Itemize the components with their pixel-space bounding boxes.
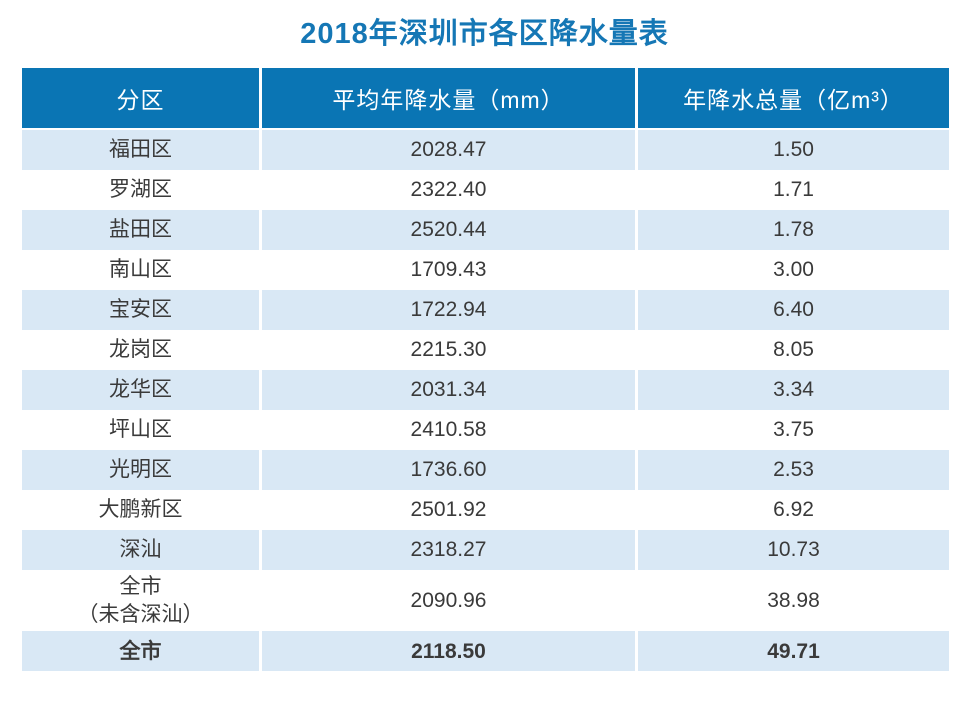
district-cell: 宝安区 — [22, 290, 259, 330]
avg-rainfall-cell: 2215.30 — [262, 330, 635, 370]
table-row: 深汕 2318.27 10.73 — [22, 530, 949, 570]
table-row: 坪山区 2410.58 3.75 — [22, 410, 949, 450]
table-row: 全市 2118.50 49.71 — [22, 631, 949, 672]
column-header-total-rainfall: 年降水总量（亿m³） — [638, 68, 949, 128]
avg-rainfall-cell: 2318.27 — [262, 530, 635, 570]
avg-rainfall-cell: 2322.40 — [262, 170, 635, 210]
district-cell: 坪山区 — [22, 410, 259, 450]
total-rainfall-cell: 1.71 — [638, 170, 949, 210]
table-body: 福田区 2028.47 1.50 罗湖区 2322.40 1.71 盐田区 2520.44 1.… — [22, 130, 949, 672]
total-rainfall-cell: 8.05 — [638, 330, 949, 370]
district-cell: 深汕 — [22, 530, 259, 570]
avg-rainfall-cell: 2520.44 — [262, 210, 635, 250]
table-row: 龙华区 2031.34 3.34 — [22, 370, 949, 410]
total-rainfall-cell: 6.40 — [638, 290, 949, 330]
avg-rainfall-cell: 1736.60 — [262, 450, 635, 490]
total-rainfall-cell: 6.92 — [638, 490, 949, 530]
avg-rainfall-cell: 2118.50 — [262, 631, 635, 672]
total-rainfall-cell: 1.78 — [638, 210, 949, 250]
table-row: 龙岗区 2215.30 8.05 — [22, 330, 949, 370]
total-rainfall-cell: 3.34 — [638, 370, 949, 410]
district-cell: 全市 （未含深汕） — [22, 570, 259, 632]
avg-rainfall-cell: 1722.94 — [262, 290, 635, 330]
table-row: 全市 （未含深汕） 2090.96 38.98 — [22, 570, 949, 632]
district-cell: 南山区 — [22, 250, 259, 290]
total-rainfall-cell: 10.73 — [638, 530, 949, 570]
table-row: 福田区 2028.47 1.50 — [22, 130, 949, 170]
total-rainfall-cell: 3.00 — [638, 250, 949, 290]
table-header-row: 分区 平均年降水量（mm） 年降水总量（亿m³） — [22, 68, 949, 128]
table-row: 南山区 1709.43 3.00 — [22, 250, 949, 290]
district-cell: 福田区 — [22, 130, 259, 170]
rainfall-table: 分区 平均年降水量（mm） 年降水总量（亿m³） 福田区 2028.47 1.50 罗… — [22, 68, 949, 672]
district-cell: 罗湖区 — [22, 170, 259, 210]
table-row: 宝安区 1722.94 6.40 — [22, 290, 949, 330]
avg-rainfall-cell: 2090.96 — [262, 570, 635, 632]
total-rainfall-cell: 2.53 — [638, 450, 949, 490]
district-cell: 龙华区 — [22, 370, 259, 410]
table-row: 罗湖区 2322.40 1.71 — [22, 170, 949, 210]
avg-rainfall-cell: 1709.43 — [262, 250, 635, 290]
total-rainfall-cell: 38.98 — [638, 570, 949, 632]
table-row: 大鹏新区 2501.92 6.92 — [22, 490, 949, 530]
avg-rainfall-cell: 2028.47 — [262, 130, 635, 170]
table-row: 光明区 1736.60 2.53 — [22, 450, 949, 490]
avg-rainfall-cell: 2031.34 — [262, 370, 635, 410]
avg-rainfall-cell: 2410.58 — [262, 410, 635, 450]
district-cell: 盐田区 — [22, 210, 259, 250]
page-title: 2018年深圳市各区降水量表 — [300, 18, 669, 50]
district-cell: 大鹏新区 — [22, 490, 259, 530]
district-cell: 光明区 — [22, 450, 259, 490]
total-rainfall-cell: 1.50 — [638, 130, 949, 170]
total-rainfall-cell: 3.75 — [638, 410, 949, 450]
column-header-district: 分区 — [22, 68, 259, 128]
column-header-avg-rainfall: 平均年降水量（mm） — [262, 68, 635, 128]
district-cell: 龙岗区 — [22, 330, 259, 370]
avg-rainfall-cell: 2501.92 — [262, 490, 635, 530]
table-row: 盐田区 2520.44 1.78 — [22, 210, 949, 250]
total-rainfall-cell: 49.71 — [638, 631, 949, 672]
district-cell: 全市 — [22, 631, 259, 672]
